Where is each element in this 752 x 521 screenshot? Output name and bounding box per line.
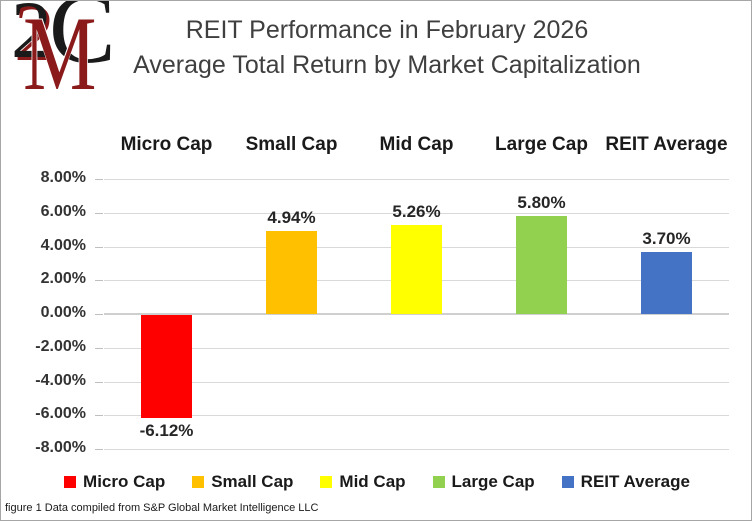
y-axis-tick-label: 2.00% <box>40 270 86 288</box>
y-axis-tick <box>95 449 103 450</box>
legend-label-reit-average: REIT Average <box>580 472 690 491</box>
category-label-large-cap: Large Cap <box>495 134 588 155</box>
value-label-micro-cap: -6.12% <box>139 421 194 441</box>
y-axis-tick-label: -6.00% <box>35 405 86 423</box>
bar-large-cap <box>516 216 567 314</box>
value-label-reit-average: 3.70% <box>642 228 691 248</box>
legend-swatch-micro-cap <box>64 476 77 488</box>
y-axis-tick-label: -8.00% <box>35 439 86 456</box>
y-axis-tick <box>95 212 103 214</box>
bar-micro-cap <box>141 315 192 419</box>
gridline <box>104 179 729 180</box>
y-axis-tick-label: 0.00% <box>40 304 86 321</box>
y-axis-tick-label: -4.00% <box>35 371 86 389</box>
bar-reit-average <box>641 251 692 314</box>
chart-legend: Micro Cap Small Cap Mid Cap Large Cap REIT A… <box>1 472 751 492</box>
legend-item-small-cap: Small Cap <box>192 472 293 492</box>
gridline <box>104 212 729 214</box>
gridline <box>104 381 729 383</box>
logo-letter-m: M <box>23 0 97 112</box>
gridline <box>104 415 729 417</box>
y-axis-tick-label: -2.00% <box>35 337 86 355</box>
y-axis-tick-label: 4.00% <box>40 236 86 254</box>
y-axis-tick <box>95 179 103 180</box>
logo-letter-2: 2 <box>11 0 52 75</box>
gridline <box>104 449 729 450</box>
value-label-small-cap: 4.94% <box>267 207 316 227</box>
category-label-micro-cap: Micro Cap <box>120 134 213 155</box>
y-axis-tick <box>95 280 103 282</box>
legend-label-micro-cap: Micro Cap <box>83 472 166 491</box>
legend-item-large-cap: Large Cap <box>432 472 535 492</box>
y-axis-tick <box>95 314 103 315</box>
y-axis-tick <box>95 415 103 417</box>
legend-item-mid-cap: Mid Cap <box>320 472 406 492</box>
legend-swatch-small-cap <box>192 476 205 488</box>
y-axis-tick <box>95 347 103 349</box>
gridline <box>104 347 729 349</box>
category-label-reit-average: REIT Average <box>605 134 728 155</box>
y-axis-tick-label: 6.00% <box>40 202 86 220</box>
bar-mid-cap <box>391 225 442 314</box>
value-label-mid-cap: 5.26% <box>392 202 441 222</box>
figure-caption: figure 1 Data compiled from S&P Global M… <box>5 502 319 514</box>
legend-item-micro-cap: Micro Cap <box>64 472 165 492</box>
chart-subtitle: Average Total Return by Market Capitaliz… <box>133 51 641 79</box>
company-logo-2mc: 2 C M <box>9 1 144 113</box>
bar-small-cap <box>266 230 317 314</box>
zero-axis-line <box>104 313 729 315</box>
y-axis-tick <box>95 246 103 248</box>
legend-swatch-reit-average <box>561 476 574 488</box>
legend-swatch-large-cap <box>432 476 445 488</box>
category-label-mid-cap: Mid Cap <box>379 134 454 155</box>
legend-swatch-mid-cap <box>320 476 333 488</box>
value-label-large-cap: 5.80% <box>517 193 566 213</box>
legend-label-mid-cap: Mid Cap <box>339 472 406 491</box>
category-label-small-cap: Small Cap <box>245 134 338 155</box>
chart-title: REIT Performance in February 2026 <box>185 16 589 44</box>
legend-item-reit-average: REIT Average <box>561 472 690 492</box>
legend-label-small-cap: Small Cap <box>211 472 294 491</box>
chart-title-block: REIT Performance in February 2026 Averag… <box>37 13 737 83</box>
y-axis-tick-label: 8.00% <box>40 169 86 186</box>
logo-letter-c: C <box>49 0 116 84</box>
y-axis-tick <box>95 381 103 383</box>
legend-label-large-cap: Large Cap <box>451 472 535 491</box>
